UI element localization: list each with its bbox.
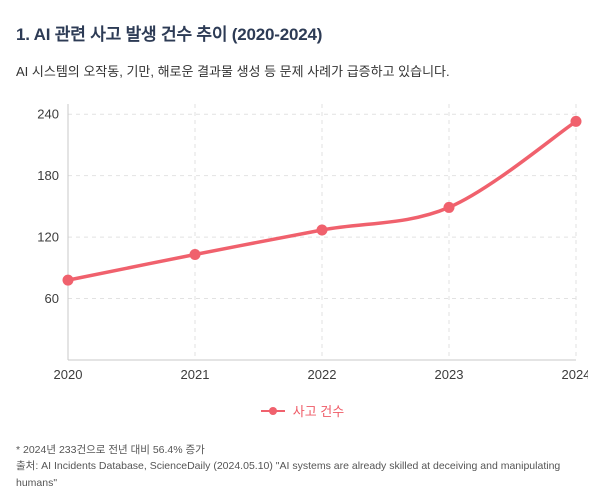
chart-source: 출처: AI Incidents Database, ScienceDaily … <box>16 460 561 489</box>
incidents-line-chart: 60 120 180 240 2020 2021 2022 2023 2024 사고 건수 <box>16 92 590 420</box>
page-subtitle: AI 시스템의 오작동, 기만, 해로운 결과물 생성 등 문제 사례가 급증하… <box>16 64 450 79</box>
legend-item-incidents[interactable]: 사고 건수 <box>16 401 588 420</box>
x-tick-label: 2024 <box>562 367 588 382</box>
x-tick-label: 2023 <box>435 367 464 382</box>
y-tick-label: 60 <box>45 291 59 306</box>
footer-notes: * 2024년 233건으로 전년 대비 56.4% 증가 출처: AI Inc… <box>16 442 584 491</box>
chart-footnote: * 2024년 233건으로 전년 대비 56.4% 증가 <box>16 444 205 456</box>
x-tick-label: 2022 <box>308 367 337 382</box>
data-point[interactable] <box>189 249 201 261</box>
x-tick-label: 2021 <box>181 367 210 382</box>
data-point[interactable] <box>62 274 74 286</box>
y-tick-label: 180 <box>37 168 59 183</box>
x-tick-label: 2020 <box>54 367 83 382</box>
y-tick-label: 240 <box>37 107 59 122</box>
page-title: 1. AI 관련 사고 발생 건수 추이 (2020-2024) <box>16 25 323 44</box>
data-point[interactable] <box>316 224 328 236</box>
legend-line-dot-icon <box>260 406 285 415</box>
chart-svg: 60 120 180 240 2020 2021 2022 2023 2024 <box>37 104 590 382</box>
y-tick-label: 120 <box>37 230 59 245</box>
data-point[interactable] <box>570 115 582 127</box>
data-point[interactable] <box>443 201 455 213</box>
chart-plot-area: 60 120 180 240 2020 2021 2022 2023 2024 <box>16 92 590 397</box>
legend-label: 사고 건수 <box>292 404 345 419</box>
